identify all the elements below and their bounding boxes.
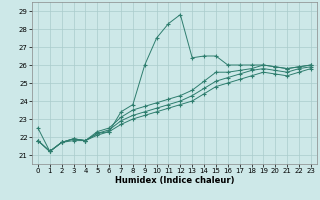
X-axis label: Humidex (Indice chaleur): Humidex (Indice chaleur) [115,176,234,185]
